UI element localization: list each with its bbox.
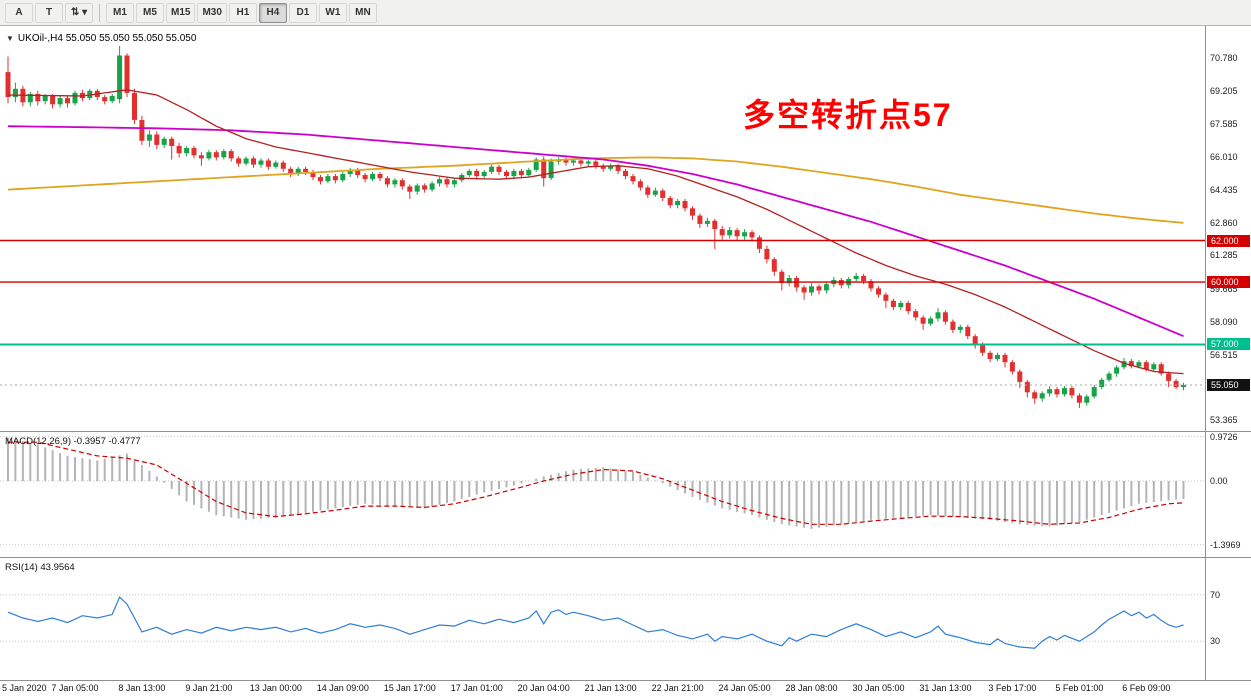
time-axis-label: 14 Jan 09:00 xyxy=(316,683,369,693)
timeframe-button-w1[interactable]: W1 xyxy=(318,2,347,23)
text-tool-button[interactable]: T xyxy=(35,2,63,23)
price-chart-panel: 70.780 69.205 67.585 66.010 64.435 62.860 61.2… xyxy=(0,26,1251,432)
price-axis-label: 62.860 xyxy=(1210,217,1238,228)
time-axis-label: 21 Jan 13:00 xyxy=(584,683,637,693)
rsi-axis-label: 70 xyxy=(1210,589,1221,600)
time-axis-label: 8 Jan 13:00 xyxy=(118,683,166,693)
macd-label: MACD(12,26,9) -0.3957 -0.4777 xyxy=(5,436,141,447)
price-level-badge: 55.050 xyxy=(1207,379,1250,392)
toolbar: A T ⇅ ▾ M1 M5 M15 M30 H1 H4 D1 W1 MN xyxy=(0,0,1251,26)
collapse-arrow-icon[interactable]: ▼ xyxy=(6,34,14,43)
macd-indicator-panel: 0.9726 0.00 -1.3969 MACD(12,26,9) -0.3957 … xyxy=(0,432,1251,558)
chart-ohlc-values: 55.050 55.050 55.050 55.050 xyxy=(65,33,197,44)
timeframe-button-h4[interactable]: H4 xyxy=(258,2,287,23)
time-axis-label: 24 Jan 05:00 xyxy=(718,683,771,693)
time-axis-label: 22 Jan 21:00 xyxy=(651,683,704,693)
price-chart-canvas[interactable] xyxy=(0,26,1205,431)
timeframe-button-d1[interactable]: D1 xyxy=(288,2,317,23)
macd-axis-label: 0.9726 xyxy=(1210,432,1238,442)
price-axis-label: 61.285 xyxy=(1210,250,1238,261)
timeframe-button-m15[interactable]: M15 xyxy=(166,2,196,23)
time-scale[interactable]: 5 Jan 2020 7 Jan 05:00 8 Jan 13:00 9 Jan 21… xyxy=(0,681,1251,697)
rsi-canvas[interactable] xyxy=(0,558,1205,680)
rsi-indicator-panel: 70 30 RSI(14) 43.9564 xyxy=(0,558,1251,681)
macd-scale[interactable]: 0.9726 0.00 -1.3969 xyxy=(1205,432,1251,557)
price-axis-label: 56.515 xyxy=(1210,349,1238,360)
timeframe-button-m30[interactable]: M30 xyxy=(197,2,227,23)
timeframe-button-mn[interactable]: MN xyxy=(348,2,377,23)
rsi-axis-label: 30 xyxy=(1210,636,1221,647)
timeframe-button-group: M1 M5 M15 M30 H1 H4 D1 W1 MN xyxy=(105,2,378,23)
timeframe-button-h1[interactable]: H1 xyxy=(228,2,257,23)
price-axis-label: 59.665 xyxy=(1210,284,1238,295)
time-axis-label: 3 Feb 17:00 xyxy=(988,683,1037,693)
candles xyxy=(5,46,1186,408)
macd-canvas[interactable] xyxy=(0,432,1205,557)
price-axis-label: 69.205 xyxy=(1210,85,1238,96)
price-axis-label: 58.090 xyxy=(1210,316,1238,327)
time-axis-label: 9 Jan 21:00 xyxy=(185,683,233,693)
time-axis-label: 31 Jan 13:00 xyxy=(919,683,972,693)
macd-axis-label: -1.3969 xyxy=(1210,539,1241,550)
price-axis-label: 67.585 xyxy=(1210,119,1238,130)
annotation-text: 多空转折点57 xyxy=(743,97,953,133)
time-axis-label: 30 Jan 05:00 xyxy=(852,683,905,693)
macd-axis-label: 0.00 xyxy=(1210,476,1228,486)
price-level-badge: 62.000 xyxy=(1207,234,1250,247)
ma-magenta-line xyxy=(7,125,1184,338)
time-axis-label: 6 Feb 09:00 xyxy=(1122,683,1171,693)
price-scale[interactable]: 70.780 69.205 67.585 66.010 64.435 62.860 61.2… xyxy=(1205,26,1251,431)
ma-red-line xyxy=(7,89,1184,375)
time-axis-label: 5 Feb 01:00 xyxy=(1055,683,1104,693)
price-level-badge: 60.000 xyxy=(1207,276,1250,289)
time-axis-label: 20 Jan 04:00 xyxy=(517,683,570,693)
time-axis-label: 15 Jan 17:00 xyxy=(383,683,436,693)
price-axis-label: 64.435 xyxy=(1210,184,1238,195)
chart-symbol-label: UKOil-,H4 xyxy=(17,33,63,44)
tool-button-group: A T ⇅ ▾ xyxy=(4,2,94,23)
rsi-scale[interactable]: 70 30 xyxy=(1205,558,1251,680)
macd-values: -0.3957 -0.4777 xyxy=(73,436,141,447)
macd-signal-line xyxy=(8,441,1184,525)
macd-histogram xyxy=(7,437,1185,529)
time-axis-label: 17 Jan 01:00 xyxy=(450,683,503,693)
chart-title: ▼ UKOil-,H4 55.050 55.050 55.050 55.050 xyxy=(6,33,196,44)
time-axis-label: 5 Jan 2020 xyxy=(2,683,47,693)
price-axis-label: 66.010 xyxy=(1210,152,1238,163)
timeframe-button-m5[interactable]: M5 xyxy=(136,2,164,23)
pointer-tool-button[interactable]: A xyxy=(5,2,33,23)
time-axis-label: 7 Jan 05:00 xyxy=(51,683,99,693)
time-axis-label: 13 Jan 00:00 xyxy=(249,683,302,693)
price-axis-label: 53.365 xyxy=(1210,415,1238,426)
scale-tool-button[interactable]: ⇅ ▾ xyxy=(65,2,93,23)
time-axis-label: 28 Jan 08:00 xyxy=(785,683,838,693)
price-level-badge: 57.000 xyxy=(1207,338,1250,351)
timeframe-button-m1[interactable]: M1 xyxy=(106,2,134,23)
toolbar-separator xyxy=(99,3,100,22)
rsi-value: 43.9564 xyxy=(40,562,75,573)
rsi-line xyxy=(7,596,1184,649)
price-axis-label: 70.780 xyxy=(1210,53,1238,63)
rsi-label: RSI(14) 43.9564 xyxy=(5,562,75,573)
